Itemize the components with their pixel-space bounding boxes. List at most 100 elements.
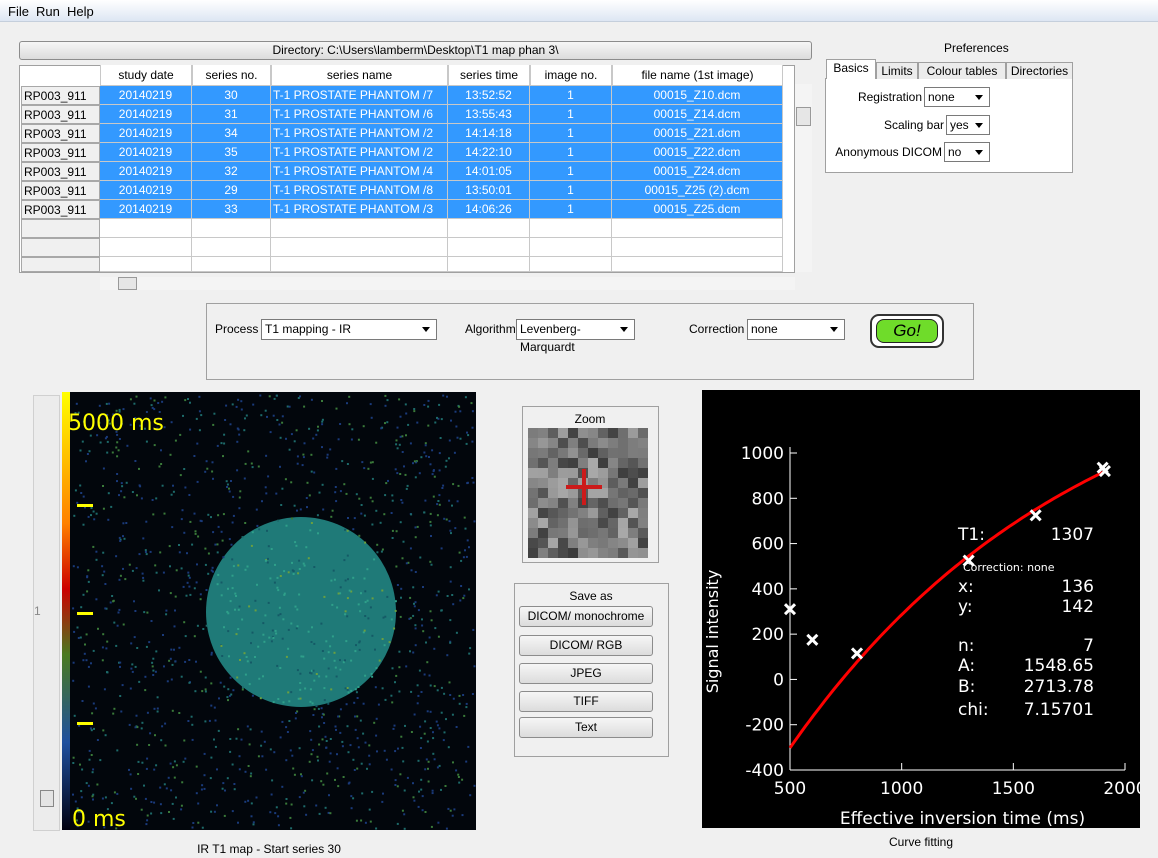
annotation-value: 1548.65 [1024, 656, 1094, 676]
row-header[interactable] [21, 238, 100, 257]
table-cell[interactable] [530, 238, 612, 257]
table-cell[interactable]: 1 [530, 105, 612, 124]
table-cell[interactable] [192, 257, 271, 272]
dropdown[interactable]: T1 mapping - IR [261, 319, 437, 340]
table-cell[interactable]: 20140219 [100, 162, 192, 181]
table-cell[interactable]: 00015_Z24.dcm [612, 162, 783, 181]
tab[interactable]: Basics [826, 59, 876, 79]
table-cell[interactable]: T-1 PROSTATE PHANTOM /4 [271, 162, 448, 181]
go-button[interactable]: Go! [876, 319, 938, 343]
row-header[interactable] [21, 257, 100, 272]
slider-thumb[interactable] [40, 790, 54, 807]
save-button[interactable]: DICOM/ monochrome [519, 606, 653, 627]
table-cell[interactable] [100, 238, 192, 257]
noise-pixel [403, 813, 405, 815]
dropdown[interactable]: Levenberg-Marquardt [516, 319, 635, 340]
table-cell[interactable]: 20140219 [100, 200, 192, 219]
menu-item[interactable]: File [8, 4, 29, 19]
directory-button[interactable]: Directory: C:\Users\lamberm\Desktop\T1 m… [19, 41, 812, 60]
table-cell[interactable] [271, 257, 448, 272]
noise-pixel [239, 768, 241, 770]
table-cell[interactable] [448, 238, 530, 257]
table-cell[interactable]: 00015_Z14.dcm [612, 105, 783, 124]
h-scroll-thumb[interactable] [118, 277, 137, 290]
table-cell[interactable]: 34 [192, 124, 271, 143]
table-cell[interactable]: T-1 PROSTATE PHANTOM /3 [271, 200, 448, 219]
table-cell[interactable]: 29 [192, 181, 271, 200]
table-cell[interactable]: 13:52:52 [448, 86, 530, 105]
row-header[interactable]: RP003_911 [21, 162, 100, 181]
menu-item[interactable]: Help [67, 4, 94, 19]
noise-pixel [309, 529, 311, 531]
table-cell[interactable]: 1 [530, 124, 612, 143]
table-cell[interactable] [100, 257, 192, 272]
save-button[interactable]: Text [519, 717, 653, 738]
table-cell[interactable]: 00015_Z25.dcm [612, 200, 783, 219]
v-scroll-thumb[interactable] [796, 107, 811, 126]
save-button[interactable]: TIFF [519, 691, 653, 712]
table-cell[interactable] [192, 238, 271, 257]
table-cell[interactable]: 00015_Z22.dcm [612, 143, 783, 162]
row-header[interactable]: RP003_911 [21, 143, 100, 162]
noise-pixel [160, 449, 162, 451]
table-cell[interactable]: 1 [530, 162, 612, 181]
dropdown[interactable]: none [747, 319, 845, 340]
table-cell[interactable]: 00015_Z21.dcm [612, 124, 783, 143]
table-cell[interactable]: 20140219 [100, 86, 192, 105]
table-cell[interactable]: 13:50:01 [448, 181, 530, 200]
table-cell[interactable]: 1 [530, 200, 612, 219]
menu-item[interactable]: Run [36, 4, 60, 19]
table-cell[interactable] [530, 257, 612, 272]
table-cell[interactable]: 14:06:26 [448, 200, 530, 219]
table-cell[interactable] [448, 219, 530, 238]
table-cell[interactable] [100, 219, 192, 238]
dropdown[interactable]: yes [946, 115, 990, 135]
noise-pixel [218, 730, 220, 732]
table-cell[interactable]: 31 [192, 105, 271, 124]
table-cell[interactable]: 1 [530, 181, 612, 200]
save-button[interactable]: JPEG [519, 663, 653, 684]
tab[interactable]: Colour tables [918, 62, 1006, 79]
table-cell[interactable]: 14:14:18 [448, 124, 530, 143]
table-cell[interactable]: 20140219 [100, 143, 192, 162]
table-cell[interactable] [271, 219, 448, 238]
dropdown[interactable]: no [944, 142, 990, 162]
tab[interactable]: Directories [1006, 62, 1073, 79]
table-cell[interactable]: 14:22:10 [448, 143, 530, 162]
table-cell[interactable]: 20140219 [100, 105, 192, 124]
table-cell[interactable]: T-1 PROSTATE PHANTOM /2 [271, 143, 448, 162]
row-header[interactable]: RP003_911 [21, 105, 100, 124]
table-cell[interactable]: T-1 PROSTATE PHANTOM /2 [271, 124, 448, 143]
table-cell[interactable]: 00015_Z10.dcm [612, 86, 783, 105]
table-cell[interactable]: 32 [192, 162, 271, 181]
table-cell[interactable]: 13:55:43 [448, 105, 530, 124]
table-cell[interactable]: 30 [192, 86, 271, 105]
table-cell[interactable]: T-1 PROSTATE PHANTOM /8 [271, 181, 448, 200]
row-header[interactable] [21, 219, 100, 238]
table-cell[interactable]: 1 [530, 143, 612, 162]
table-cell[interactable]: 35 [192, 143, 271, 162]
table-cell[interactable] [612, 238, 783, 257]
table-cell[interactable]: T-1 PROSTATE PHANTOM /6 [271, 105, 448, 124]
table-cell[interactable]: 20140219 [100, 181, 192, 200]
table-cell[interactable] [448, 257, 530, 272]
table-cell[interactable]: 14:01:05 [448, 162, 530, 181]
row-header[interactable]: RP003_911 [21, 124, 100, 143]
row-header[interactable]: RP003_911 [21, 86, 100, 105]
table-cell[interactable] [271, 238, 448, 257]
save-button[interactable]: DICOM/ RGB [519, 635, 653, 656]
table-cell[interactable] [530, 219, 612, 238]
table-cell[interactable]: 33 [192, 200, 271, 219]
table-cell[interactable]: 20140219 [100, 124, 192, 143]
dropdown[interactable]: none [924, 87, 990, 107]
table-cell[interactable] [192, 219, 271, 238]
table-cell[interactable]: 1 [530, 86, 612, 105]
table-cell[interactable]: 00015_Z25 (2).dcm [612, 181, 783, 200]
row-header[interactable]: RP003_911 [21, 181, 100, 200]
table-cell[interactable] [612, 219, 783, 238]
row-header[interactable]: RP003_911 [21, 200, 100, 219]
tab[interactable]: Limits [876, 62, 918, 79]
table-cell[interactable]: T-1 PROSTATE PHANTOM /7 [271, 86, 448, 105]
table-cell[interactable] [612, 257, 783, 272]
zoom-pixel [568, 458, 578, 468]
